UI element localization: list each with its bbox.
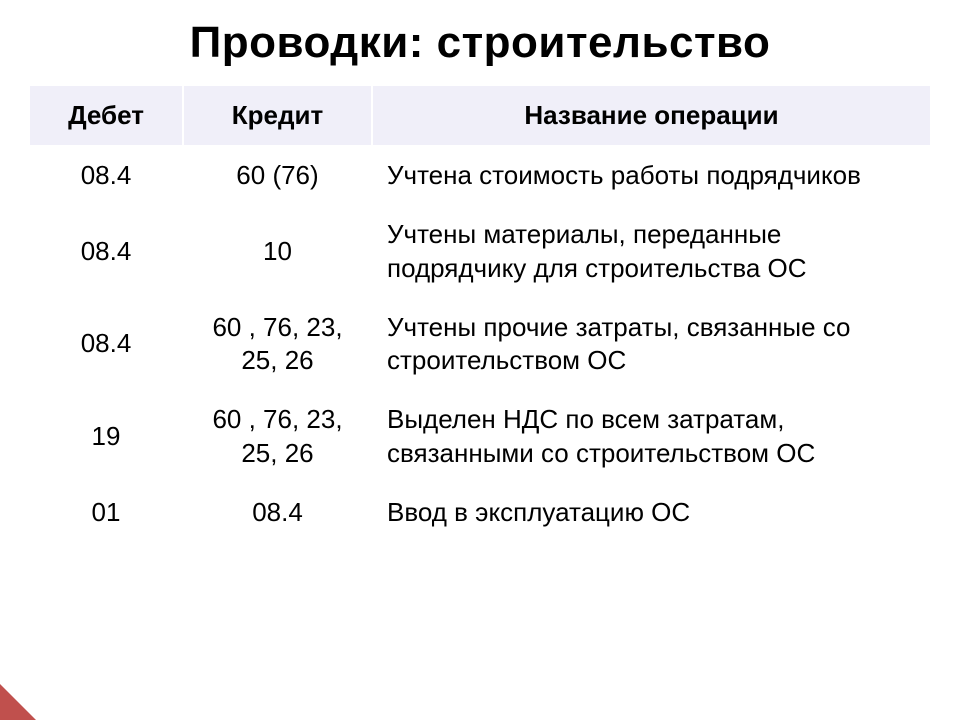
corner-accent-icon: [0, 684, 36, 720]
table-row: 08.4 60 , 76, 23, 25, 26 Учтены прочие з…: [30, 298, 930, 391]
cell-credit: 60 , 76, 23, 25, 26: [183, 298, 372, 391]
cell-operation: Ввод в эксплуатацию ОС: [372, 483, 930, 542]
cell-credit: 08.4: [183, 483, 372, 542]
slide: Проводки: строительство Дебет Кредит Наз…: [0, 0, 960, 720]
cell-operation: Учтены материалы, переданные подрядчику …: [372, 205, 930, 298]
cell-credit: 60 , 76, 23, 25, 26: [183, 390, 372, 483]
cell-debit: 19: [30, 390, 183, 483]
cell-debit: 08.4: [30, 146, 183, 205]
cell-debit: 08.4: [30, 298, 183, 391]
cell-operation: Выделен НДС по всем затратам, связанными…: [372, 390, 930, 483]
table-row: 08.4 10 Учтены материалы, переданные под…: [30, 205, 930, 298]
header-debit: Дебет: [30, 86, 183, 146]
cell-credit: 10: [183, 205, 372, 298]
header-credit: Кредит: [183, 86, 372, 146]
cell-debit: 08.4: [30, 205, 183, 298]
header-operation: Название операции: [372, 86, 930, 146]
cell-operation: Учтены прочие затраты, связанные со стро…: [372, 298, 930, 391]
cell-operation: Учтена стоимость работы подрядчиков: [372, 146, 930, 205]
cell-credit: 60 (76): [183, 146, 372, 205]
slide-title: Проводки: строительство: [30, 18, 930, 68]
table-header-row: Дебет Кредит Название операции: [30, 86, 930, 146]
table-row: 19 60 , 76, 23, 25, 26 Выделен НДС по вс…: [30, 390, 930, 483]
table-row: 01 08.4 Ввод в эксплуатацию ОС: [30, 483, 930, 542]
cell-debit: 01: [30, 483, 183, 542]
entries-table: Дебет Кредит Название операции 08.4 60 (…: [30, 86, 930, 543]
table-row: 08.4 60 (76) Учтена стоимость работы под…: [30, 146, 930, 205]
